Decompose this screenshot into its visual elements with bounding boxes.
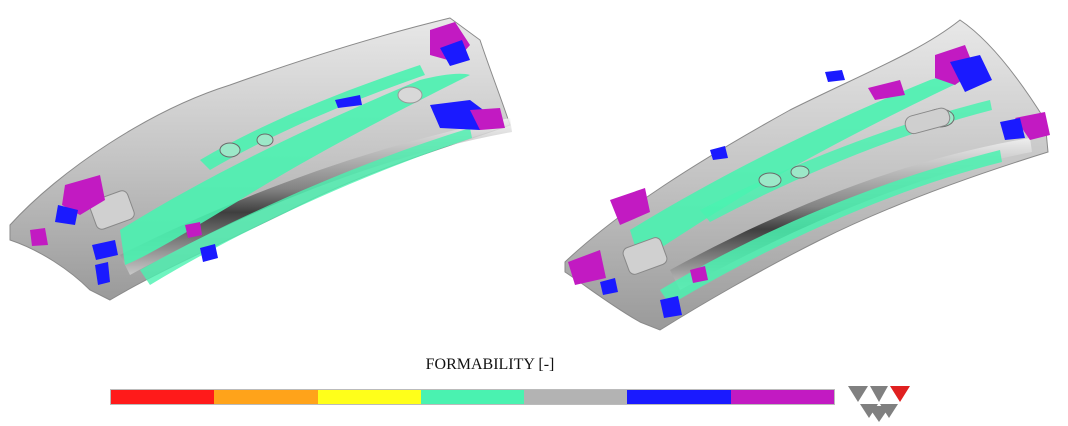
right-dimple-2 <box>758 172 782 188</box>
left-blue-patch-2 <box>335 95 362 108</box>
left-safe-zone <box>120 73 470 265</box>
right-wrinkle-patch-4 <box>610 188 650 225</box>
logo-triangle-top <box>870 386 888 402</box>
left-wrinkle-patch-2 <box>470 108 505 130</box>
right-dimple-3 <box>790 165 810 179</box>
right-slot <box>904 107 951 135</box>
right-safe-zone <box>630 73 975 262</box>
right-blue-patch <box>950 55 992 92</box>
left-wrinkle-patch-3 <box>62 175 105 215</box>
left-part-channel <box>120 118 512 275</box>
right-wrinkle-patch-3 <box>868 80 905 100</box>
legend-title: FORMABILITY [-] <box>425 356 555 373</box>
legend-segment-safe <box>420 390 525 404</box>
legend-segment-cracks <box>111 390 215 404</box>
logo-triangle-right <box>890 386 910 402</box>
right-safe-zone-lower <box>660 150 1002 305</box>
left-dimple <box>397 86 423 104</box>
logo-triangle-mid-left <box>858 388 878 404</box>
legend-segment-excess-thinning <box>214 390 318 404</box>
logo-triangle-left <box>848 386 868 402</box>
left-blue-patch-5 <box>92 240 118 260</box>
right-blue-patch-6 <box>710 146 728 160</box>
right-wrinkle-patch-6 <box>690 266 708 283</box>
right-pocket <box>622 237 668 275</box>
right-wrinkle-patch-5 <box>568 250 606 285</box>
right-blue-patch-3 <box>825 70 845 82</box>
left-blue-patch-6 <box>95 262 110 285</box>
left-blue-patch <box>440 40 470 66</box>
left-wrinkle-patch-4 <box>30 228 48 246</box>
right-part <box>564 19 1050 331</box>
legend-segment-wrinkling <box>730 390 834 404</box>
right-blue-patch-5 <box>660 296 682 318</box>
formability-parts-view <box>9 17 1050 331</box>
left-safe-zone-upper <box>200 65 425 170</box>
logo-triangle-bottom-right <box>880 404 898 418</box>
legend-segment-wrinkling-tendency <box>627 390 731 404</box>
triangle-logo-icon <box>848 386 910 422</box>
right-blue-patch-4 <box>600 278 618 295</box>
left-blue-patch-3 <box>430 100 490 130</box>
right-wrinkle-patch-2 <box>1015 112 1050 140</box>
logo-triangle-bottom-left <box>860 404 878 418</box>
left-dimple-2 <box>219 142 241 158</box>
formability-legend-bar <box>110 389 835 405</box>
right-blue-patch-2 <box>1000 118 1025 140</box>
left-dimple-3 <box>256 133 274 147</box>
left-wrinkle-patch-5 <box>185 222 202 238</box>
left-safe-zone-lower <box>140 128 472 285</box>
left-part <box>9 17 512 301</box>
legend-segment-risk-of-splits <box>317 390 421 404</box>
legend-segment-insufficient-stretch <box>524 390 628 404</box>
left-blue-patch-4 <box>55 205 78 225</box>
left-blue-patch-7 <box>200 244 218 262</box>
